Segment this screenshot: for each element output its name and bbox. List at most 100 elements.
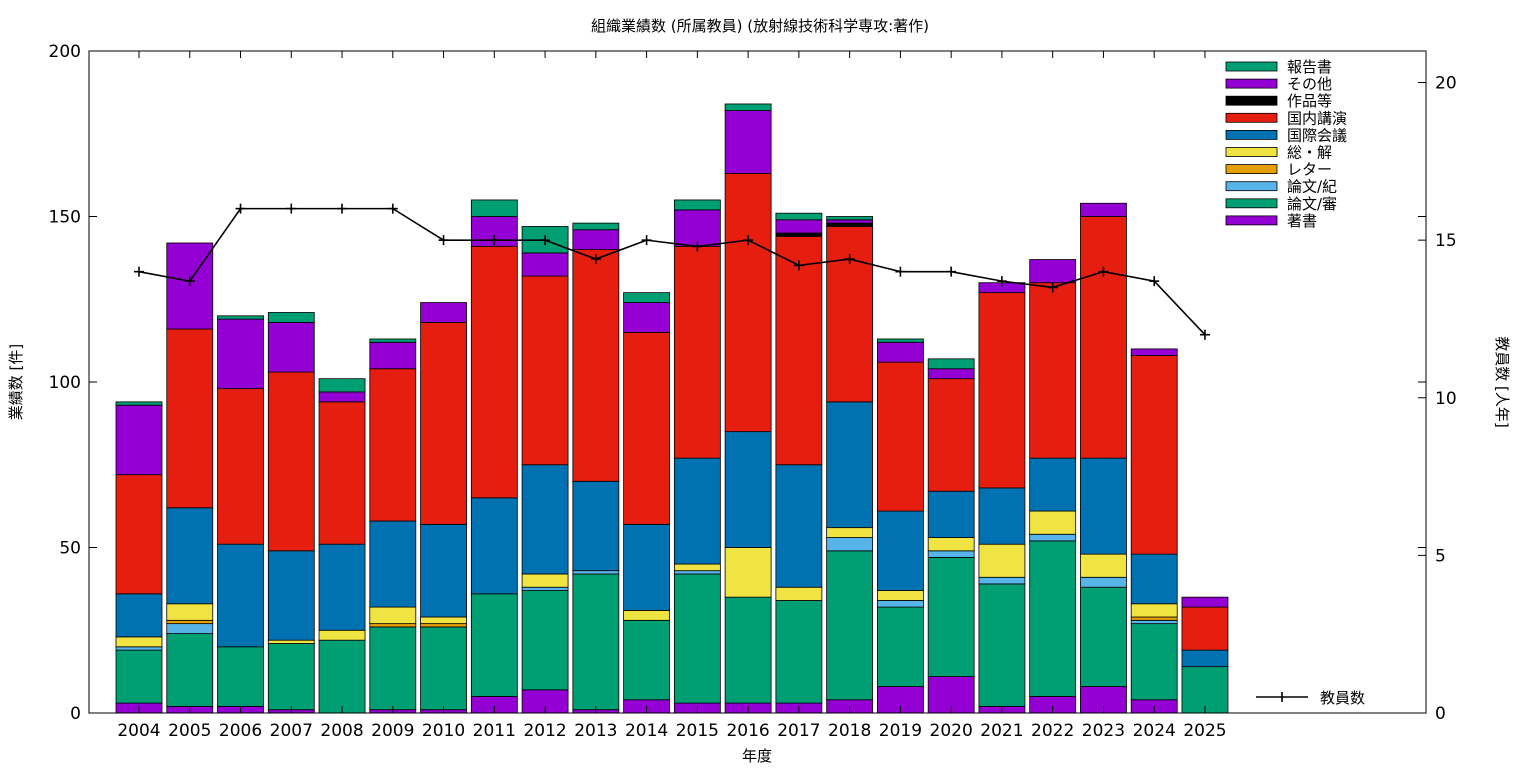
- bar-segment: [826, 527, 874, 538]
- bar-segment: [1029, 282, 1077, 459]
- y2-tick-label: 5: [1435, 546, 1446, 566]
- legend-item: その他: [1225, 75, 1332, 93]
- bar-segment: [877, 361, 924, 512]
- bar-segment: [572, 573, 620, 711]
- y-tick-label: 100: [49, 373, 81, 393]
- bar-segment: [623, 609, 670, 621]
- bar-segment: [318, 401, 366, 545]
- bar-segment: [572, 249, 620, 482]
- bar-segment: [1080, 457, 1127, 555]
- bar-segment: [318, 639, 366, 714]
- chart-title: 組織業績数 (所属教員) (放射線技術科学専攻:著作): [591, 17, 929, 35]
- bar-segment: [115, 593, 163, 638]
- legend-item: 論文/紀: [1225, 178, 1337, 196]
- x-tick-label: 2020: [930, 721, 973, 741]
- bar-segment: [369, 338, 417, 343]
- legend-swatch: [1225, 78, 1278, 89]
- bar-segment: [572, 480, 620, 572]
- bar-segment: [1130, 355, 1178, 555]
- legend-swatch: [1225, 147, 1278, 157]
- y-tick-label: 150: [49, 208, 81, 228]
- bar-segment: [1130, 553, 1178, 605]
- bar-segment: [673, 573, 721, 704]
- x-tick-label: 2009: [371, 721, 414, 741]
- legend-label: 論文/紀: [1287, 178, 1337, 196]
- bar-segment: [318, 378, 366, 393]
- x-tick-label: 2022: [1031, 721, 1074, 741]
- bar-segment: [673, 245, 721, 459]
- bar-segment: [724, 547, 772, 598]
- bar-segment: [521, 590, 569, 691]
- legend-label: その他: [1287, 75, 1332, 93]
- line-point: [286, 203, 297, 214]
- legend-item: 報告書: [1225, 58, 1332, 76]
- legend-label: 報告書: [1287, 58, 1332, 76]
- legend-swatch: [1225, 198, 1278, 209]
- bar-segment: [572, 229, 620, 251]
- bar-segment: [1029, 457, 1077, 512]
- y-axis-left: 0 50 100 150 200: [49, 42, 1426, 724]
- bar-segment: [572, 222, 620, 231]
- bar-segment: [623, 331, 670, 525]
- line-point: [489, 235, 500, 246]
- legend-swatch: [1225, 129, 1278, 140]
- bar-segment: [1130, 623, 1178, 701]
- y-axis-right: 0 5 10 15 20: [1418, 74, 1457, 724]
- bar-segment: [166, 328, 214, 509]
- line-point: [540, 235, 551, 246]
- x-tick-label: 2011: [473, 721, 516, 741]
- x-tick-label: 2010: [422, 721, 465, 741]
- bar-segment: [217, 318, 264, 390]
- bar-segment: [267, 643, 315, 711]
- bar-segment: [623, 523, 670, 611]
- x-tick-label: 2018: [828, 721, 871, 741]
- bar-segment: [775, 586, 823, 601]
- line-point: [692, 241, 703, 252]
- line-point: [387, 203, 398, 214]
- x-tick-label: 2007: [270, 721, 313, 741]
- legend-item: 著書: [1225, 212, 1317, 230]
- bar-segment: [166, 619, 214, 625]
- bar-segment: [470, 199, 518, 217]
- bar-segment: [927, 358, 975, 370]
- bar-segment: [826, 226, 874, 403]
- bar-segment: [1130, 603, 1178, 618]
- bar-segment: [877, 590, 924, 601]
- bar-segment: [673, 199, 721, 211]
- bar-segment: [724, 173, 772, 433]
- bar-segment: [521, 275, 569, 466]
- bar-segment: [318, 391, 366, 403]
- bar-segment: [673, 457, 721, 565]
- x-tick-label: 2017: [777, 721, 820, 741]
- line-point: [946, 266, 957, 277]
- bar-segment: [826, 537, 874, 552]
- bar-segment: [1080, 553, 1127, 578]
- bar-segment: [775, 232, 823, 237]
- legend-swatch: [1225, 215, 1278, 226]
- legend-label: 著書: [1287, 212, 1317, 230]
- x-tick-label: 2021: [980, 721, 1023, 741]
- bar-segment: [775, 219, 823, 234]
- bar-segment: [166, 633, 214, 707]
- bar-segment: [267, 371, 315, 552]
- y2-tick-label: 20: [1435, 74, 1457, 94]
- bar-segment: [318, 543, 366, 631]
- x-tick-label: 2015: [676, 721, 719, 741]
- legend-item: 国際会議: [1225, 126, 1347, 144]
- bar-segment: [420, 623, 467, 628]
- x-tick-label: 2025: [1183, 721, 1226, 741]
- bar-segment: [877, 510, 924, 591]
- bar-segment: [1130, 616, 1178, 621]
- teacher-count-markers: [134, 203, 1210, 340]
- bar-segment: [927, 378, 975, 492]
- line-legend-label: 教員数: [1320, 689, 1365, 707]
- x-tick-label: 2016: [726, 721, 769, 741]
- bar-segment: [521, 464, 569, 575]
- bar-segment: [115, 474, 163, 595]
- bar-segment: [115, 404, 163, 476]
- legend-label: 総・解: [1287, 144, 1332, 162]
- bar-segment: [877, 338, 924, 343]
- bar-segment: [1130, 619, 1178, 625]
- line-point: [235, 203, 246, 214]
- bar-segment: [927, 490, 975, 538]
